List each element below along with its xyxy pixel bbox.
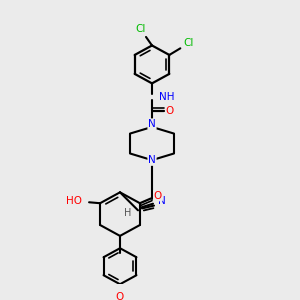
Text: N: N bbox=[158, 196, 166, 206]
Text: Cl: Cl bbox=[136, 24, 146, 34]
Text: N: N bbox=[148, 155, 156, 165]
Text: O: O bbox=[166, 106, 174, 116]
Text: HO: HO bbox=[66, 196, 82, 206]
Text: Cl: Cl bbox=[183, 38, 194, 48]
Text: N: N bbox=[148, 119, 156, 129]
Text: O: O bbox=[154, 190, 162, 201]
Text: NH: NH bbox=[159, 92, 175, 102]
Text: H: H bbox=[124, 208, 132, 218]
Text: O: O bbox=[116, 292, 124, 300]
